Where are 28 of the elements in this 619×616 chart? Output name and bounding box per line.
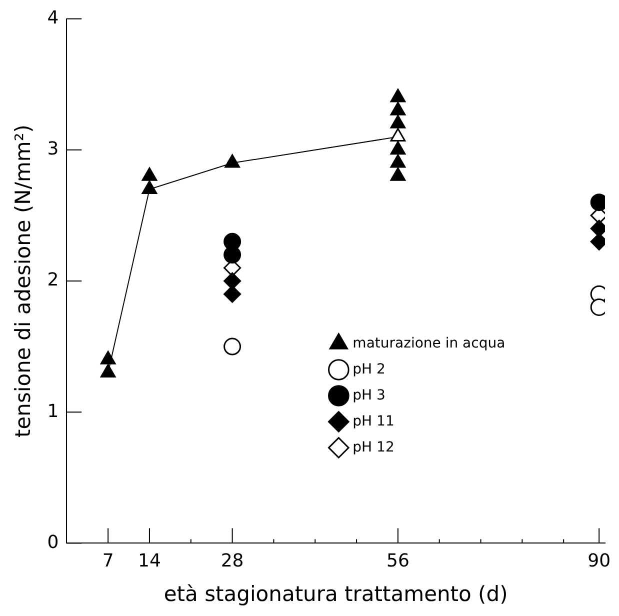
point xyxy=(390,114,406,128)
y-tick-label: 3 xyxy=(47,138,59,160)
point xyxy=(142,167,158,181)
legend-label: pH 11 xyxy=(352,413,394,430)
point xyxy=(224,154,240,168)
legend-label: maturazione in acqua xyxy=(352,335,506,352)
y-tick-label: 4 xyxy=(47,7,59,28)
y-tick-label: 2 xyxy=(47,270,59,291)
x-tick-label: 90 xyxy=(588,550,611,572)
point xyxy=(390,167,406,181)
point xyxy=(224,246,242,264)
x-axis-title: età stagionatura trattamento (d) xyxy=(164,582,508,606)
point xyxy=(142,180,158,194)
point xyxy=(390,128,406,142)
point xyxy=(390,102,406,116)
legend-label: pH 2 xyxy=(352,361,386,378)
x-tick-label: 7 xyxy=(102,550,114,572)
x-tick-label: 56 xyxy=(386,550,410,572)
x-tick-label: 28 xyxy=(220,550,244,572)
y-tick-label: 0 xyxy=(47,532,59,553)
legend-label: pH 3 xyxy=(352,387,386,404)
point xyxy=(390,141,406,155)
legend-label: pH 12 xyxy=(352,439,394,456)
y-axis-title: tensione di adesione (N/mm²) xyxy=(11,124,36,438)
y-tick-label: 1 xyxy=(47,400,59,422)
point xyxy=(390,154,406,168)
x-tick-label: 14 xyxy=(138,550,161,572)
point xyxy=(390,88,406,102)
